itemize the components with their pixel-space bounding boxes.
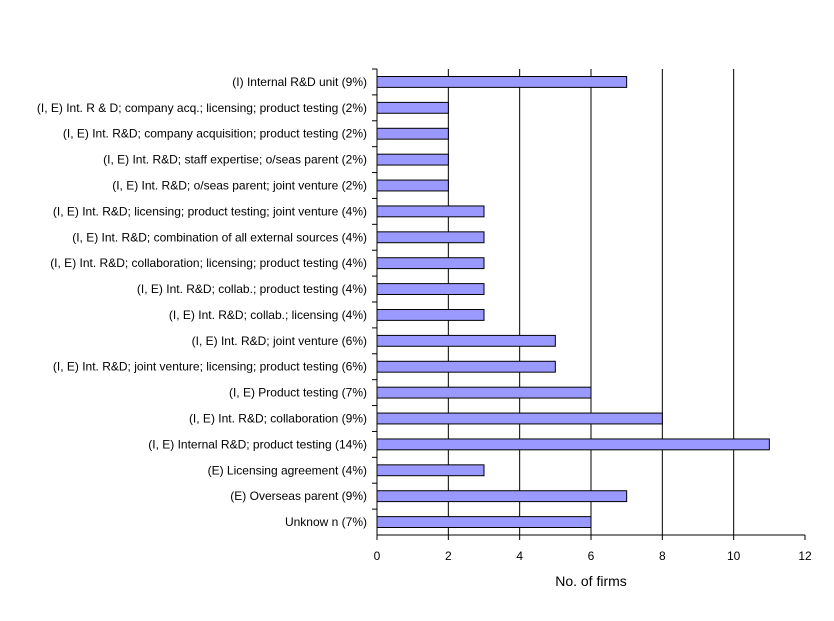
category-label: (I, E) Int. R&D; collaboration (9%) [189,412,367,426]
x-tick-label: 2 [445,549,452,563]
bar [376,464,485,477]
category-label: (I, E) Int. R&D; collaboration; licensin… [50,256,367,270]
bar [376,516,592,528]
x-tick-label: 4 [516,549,523,563]
bar [376,179,449,192]
category-label: (I, E) Int. R&D; company acquisition; pr… [63,127,367,141]
bar [376,412,663,425]
x-tick-label: 8 [659,549,666,563]
bar [376,283,485,295]
category-label: (I, E) Int. R&D; collab.; product testin… [137,282,367,296]
category-label: (E) Overseas parent (9%) [230,489,367,503]
gridlines [447,69,735,535]
bar [376,386,592,399]
bar [376,360,556,373]
bars [376,76,770,528]
category-label: (E) Licensing agreement (4%) [208,463,367,477]
bar [376,309,485,321]
bar [376,490,628,503]
x-tick-labels: 0 2 4 6 8 10 12 [374,535,812,563]
category-label: (I) Internal R&D unit (9%) [232,75,367,89]
category-label: (I, E) Int. R&D; joint venture; licensin… [53,360,367,374]
x-tick-label: 0 [374,549,381,563]
category-label: (I, E) Internal R&D; product testing (14… [148,437,367,451]
bar [376,231,485,244]
x-tick-label: 10 [727,549,741,563]
bar [376,127,449,140]
bar [376,438,770,451]
category-label: (I, E) Int. R&D; joint venture (6%) [192,334,367,348]
category-label: (I, E) Int. R&D; collab.; licensing (4%) [169,308,367,322]
x-tick-label: 12 [798,549,812,563]
x-tick-label: 6 [588,549,595,563]
category-label: (I, E) Int. R&D; licensing; product test… [53,204,367,218]
bar [376,101,449,114]
category-label: (I, E) Int. R&D; o/seas parent; joint ve… [112,179,367,193]
category-label: (I, E) Int. R & D; company acq.; licensi… [37,101,367,115]
bar [376,257,485,270]
bar [376,334,556,347]
bar [376,153,449,166]
category-label: (I, E) Product testing (7%) [229,386,367,400]
category-label: (I, E) Int. R&D; combination of all exte… [72,230,367,244]
x-axis-title: No. of firms [555,573,627,589]
category-labels: (I) Internal R&D unit (9%) (I, E) Int. R … [37,75,367,529]
category-label: Unknow n (7%) [285,515,367,529]
bar [376,76,628,88]
bar [376,205,485,218]
category-label: (I, E) Int. R&D; staff expertise; o/seas… [103,153,367,167]
